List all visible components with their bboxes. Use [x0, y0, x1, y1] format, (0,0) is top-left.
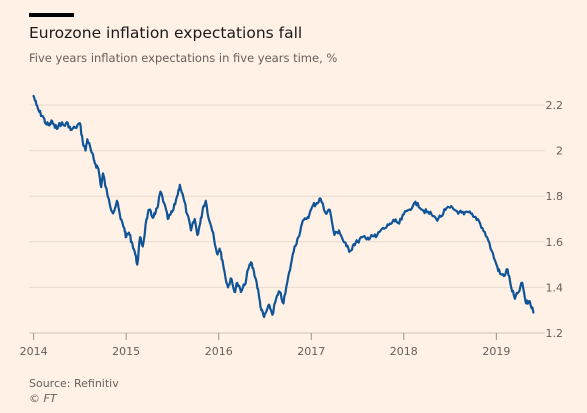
y-tick-label: 2.2 — [546, 99, 564, 112]
x-tick-label: 2018 — [390, 345, 418, 358]
y-axis-ticks: 1.2 1.4 1.6 1.8 2 2.2 — [546, 99, 564, 340]
x-tick-label: 2017 — [297, 345, 325, 358]
y-tick-label: 1.6 — [546, 236, 564, 249]
y-tick-label: 1.2 — [546, 327, 564, 340]
y-tick-label: 2 — [556, 145, 563, 158]
chart-title: Eurozone inflation expectations fall — [29, 24, 303, 42]
series-layer — [32, 94, 535, 319]
source-note: Source: Refinitiv — [29, 377, 119, 390]
x-tick-label: 2016 — [205, 345, 233, 358]
series-line — [32, 94, 535, 319]
y-tick-label: 1.8 — [546, 190, 564, 203]
x-axis: 2014 2015 2016 2017 2018 2019 — [20, 333, 510, 358]
chart-subtitle: Five years inflation expectations in fiv… — [29, 51, 338, 65]
copyright-note: © FT — [29, 392, 57, 405]
x-tick-label: 2015 — [112, 345, 140, 358]
ft-top-bar — [29, 13, 74, 17]
x-tick-label: 2019 — [482, 345, 510, 358]
x-tick-label: 2014 — [20, 345, 48, 358]
y-tick-label: 1.4 — [546, 281, 564, 294]
gridlines — [29, 104, 545, 334]
